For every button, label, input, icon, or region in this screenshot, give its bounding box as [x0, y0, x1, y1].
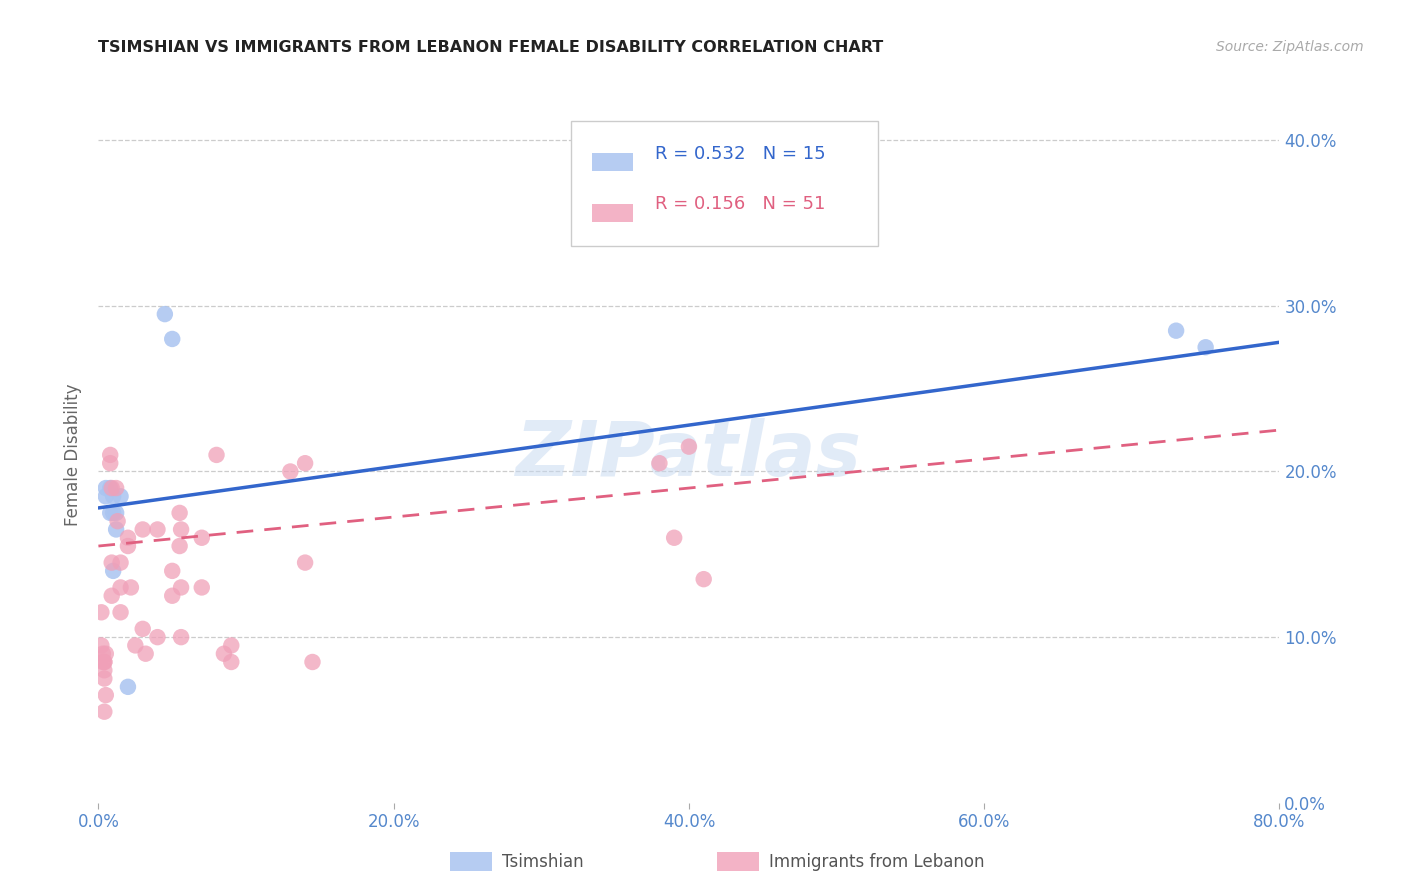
Point	[103, 506, 125, 520]
Point	[103, 489, 125, 503]
Point	[170, 523, 193, 537]
Point	[98, 481, 121, 495]
Point	[170, 581, 193, 595]
Text: R = 0.532   N = 15: R = 0.532 N = 15	[655, 145, 825, 162]
Point	[105, 506, 128, 520]
Point	[93, 705, 115, 719]
Point	[90, 639, 112, 653]
Text: R = 0.156   N = 51: R = 0.156 N = 51	[655, 195, 825, 213]
Point	[170, 630, 193, 644]
Text: TSIMSHIAN VS IMMIGRANTS FROM LEBANON FEMALE DISABILITY CORRELATION CHART: TSIMSHIAN VS IMMIGRANTS FROM LEBANON FEM…	[98, 40, 883, 55]
Point	[205, 448, 228, 462]
Point	[162, 332, 183, 346]
Point	[162, 564, 183, 578]
Point	[94, 481, 117, 495]
Point	[98, 456, 121, 470]
Point	[146, 630, 169, 644]
FancyBboxPatch shape	[571, 121, 877, 246]
Point	[105, 481, 128, 495]
Point	[93, 655, 115, 669]
FancyBboxPatch shape	[592, 153, 634, 171]
Point	[94, 688, 117, 702]
Point	[294, 556, 316, 570]
Point	[94, 489, 117, 503]
Point	[91, 655, 114, 669]
Point	[110, 581, 132, 595]
Point	[169, 506, 191, 520]
Point	[93, 663, 115, 677]
Point	[100, 589, 122, 603]
Point	[135, 647, 157, 661]
Point	[648, 456, 671, 470]
Point	[153, 307, 176, 321]
Point	[301, 655, 323, 669]
Point	[117, 539, 139, 553]
Point	[219, 639, 242, 653]
Point	[169, 539, 191, 553]
Text: Source: ZipAtlas.com: Source: ZipAtlas.com	[1216, 40, 1364, 54]
Point	[117, 680, 139, 694]
Text: ZIPatlas: ZIPatlas	[516, 418, 862, 491]
Point	[105, 523, 128, 537]
Point	[191, 581, 214, 595]
Point	[162, 589, 183, 603]
Point	[678, 440, 700, 454]
Point	[219, 655, 242, 669]
Point	[110, 605, 132, 619]
Point	[294, 456, 316, 470]
Point	[124, 639, 146, 653]
Point	[98, 506, 121, 520]
Point	[693, 572, 716, 586]
Point	[91, 647, 114, 661]
Text: Immigrants from Lebanon: Immigrants from Lebanon	[769, 853, 984, 871]
Point	[93, 672, 115, 686]
Y-axis label: Female Disability: Female Disability	[65, 384, 83, 526]
Point	[103, 564, 125, 578]
Point	[98, 448, 121, 462]
Point	[212, 647, 235, 661]
Point	[146, 523, 169, 537]
Point	[132, 523, 155, 537]
Point	[100, 556, 122, 570]
Point	[132, 622, 155, 636]
Point	[90, 605, 112, 619]
Point	[664, 531, 686, 545]
Point	[120, 581, 142, 595]
Point	[100, 481, 122, 495]
Point	[1164, 324, 1187, 338]
Point	[191, 531, 214, 545]
Point	[94, 647, 117, 661]
Point	[117, 531, 139, 545]
Point	[110, 556, 132, 570]
Point	[1195, 340, 1218, 354]
Point	[93, 655, 115, 669]
Point	[278, 465, 302, 479]
Point	[107, 514, 129, 528]
Point	[110, 489, 132, 503]
FancyBboxPatch shape	[592, 203, 634, 222]
Text: Tsimshian: Tsimshian	[502, 853, 583, 871]
